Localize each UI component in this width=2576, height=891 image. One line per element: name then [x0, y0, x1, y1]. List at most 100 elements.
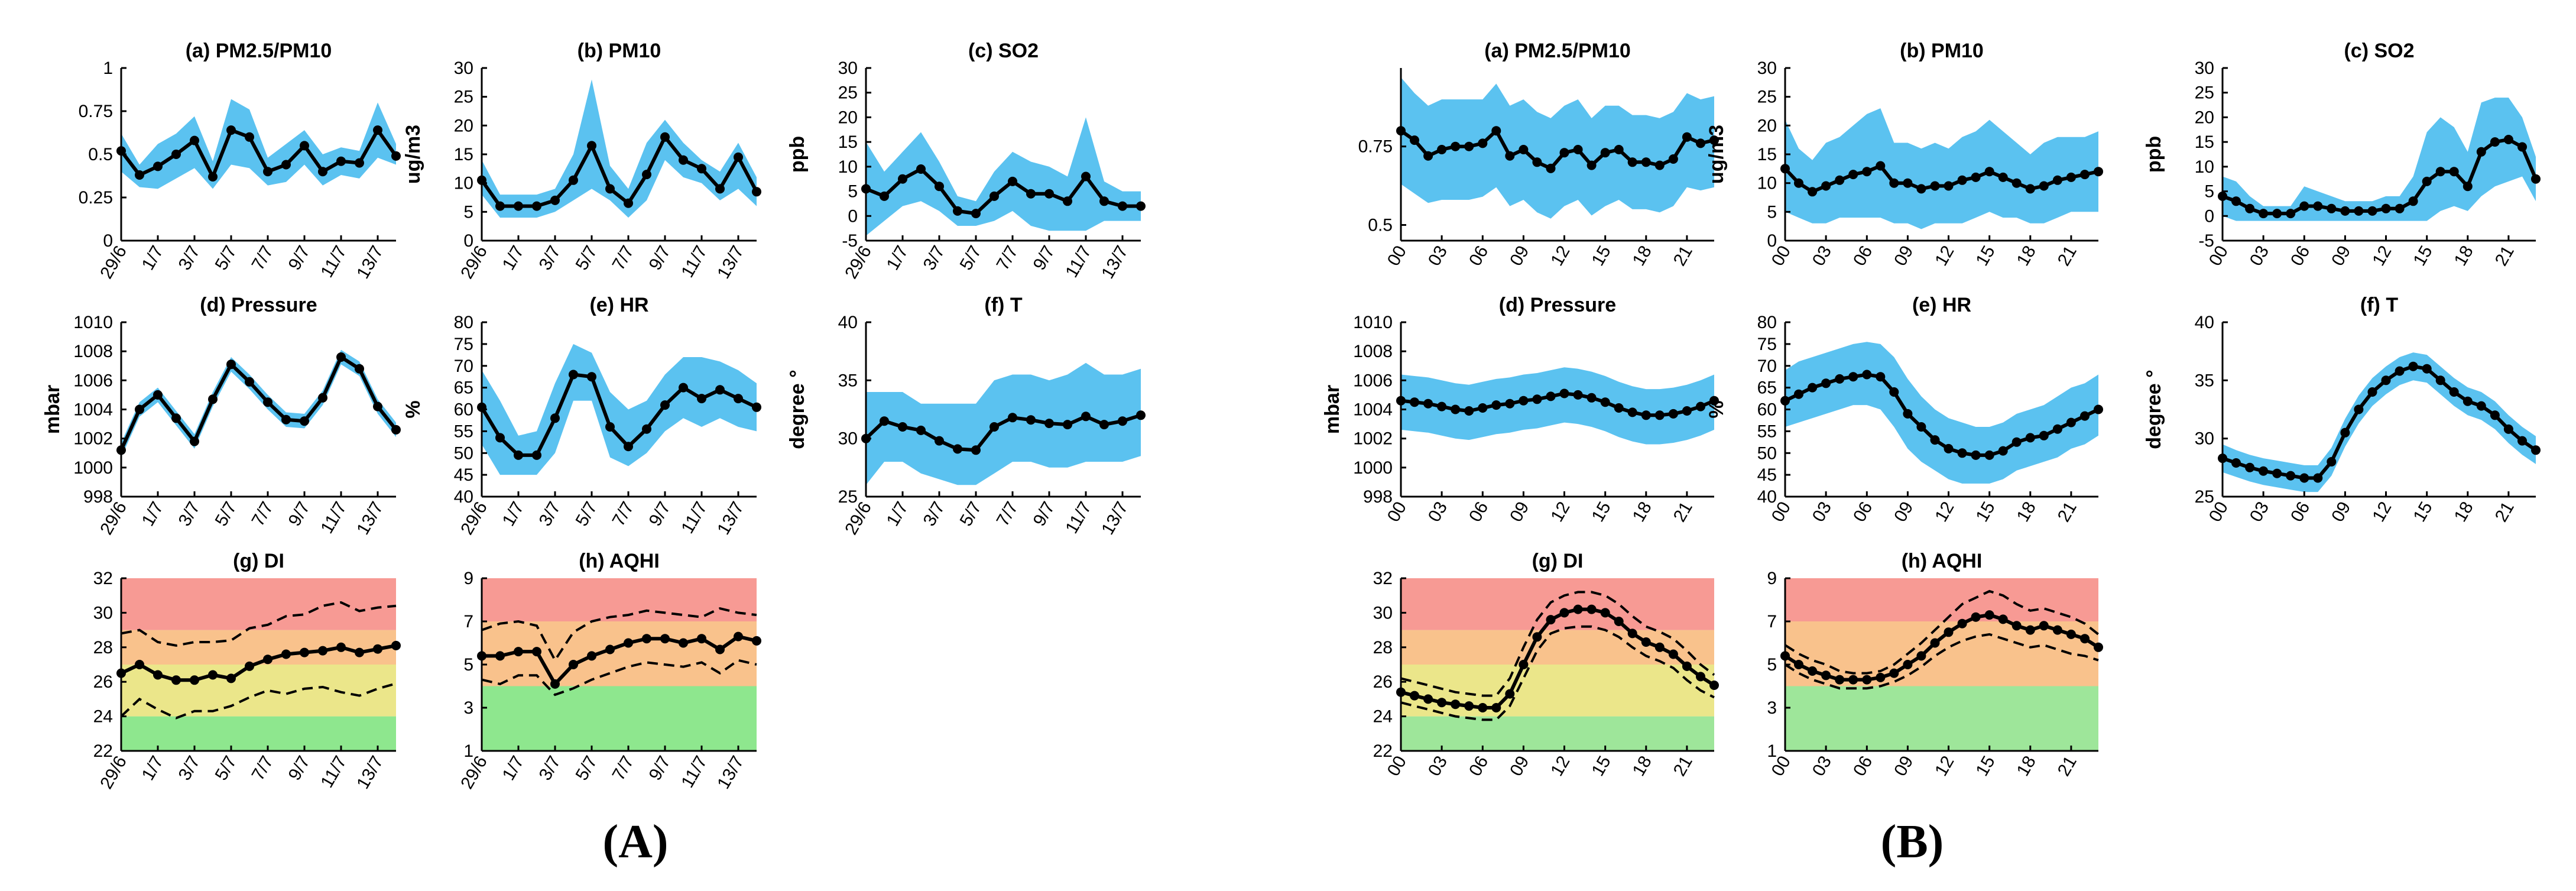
chart-b-g-zone-3 [1401, 578, 1714, 630]
chart-b-b-point-4 [1835, 175, 1845, 185]
chart-a-a-ytick-label-1: 0.25 [79, 188, 113, 208]
chart-b-e-point-1 [1794, 389, 1803, 399]
chart-a-c-point-15 [1136, 201, 1146, 211]
chart-a-h-point-5 [569, 660, 578, 669]
chart-a-g-ytick-label-0: 22 [93, 741, 113, 761]
chart-b-a-point-20 [1668, 154, 1678, 164]
chart-b-b-point-20 [2052, 175, 2062, 185]
chart-b-g-point-17 [1627, 628, 1637, 639]
chart-b-c-point-10 [2354, 206, 2364, 216]
chart-a-d-ytick-label-0: 998 [83, 487, 113, 507]
chart-a-f-point-1 [880, 416, 889, 426]
chart-b-b-point-14 [1971, 172, 1981, 182]
chart-b-b-point-7 [1876, 161, 1886, 171]
chart-a-g-point-7 [245, 661, 254, 671]
chart-b-b-xtick-label-5: 15 [1972, 242, 1998, 269]
chart-a-g-point-10 [300, 647, 309, 657]
chart-b-g-ytick-label-1: 24 [1373, 707, 1393, 727]
chart-b-c-xtick-label-1: 03 [2246, 242, 2273, 269]
chart-b-f-xtick-label-7: 21 [2491, 498, 2518, 525]
chart-b-g-xtick-label-1: 03 [1425, 753, 1451, 779]
chart-a-c-ylabel: ppb [786, 136, 809, 173]
chart-a-h-xtick-label-1: 1/7 [499, 753, 528, 784]
chart-a-c-point-12 [1081, 171, 1091, 182]
chart-a-d-xtick-label-1: 1/7 [138, 498, 167, 530]
chart-b-h-point-11 [1930, 638, 1940, 648]
chart-b-c-point-5 [2286, 209, 2296, 219]
chart-b-d-point-13 [1573, 390, 1583, 400]
chart-b-a-xtick-label-1: 03 [1425, 242, 1451, 269]
chart-b-c-point-19 [2476, 147, 2486, 157]
chart-a-a-point-1 [135, 170, 144, 180]
chart-b-a-band [1401, 77, 1714, 219]
chart-a-e-band [482, 344, 757, 475]
chart-b-d-point-7 [1491, 400, 1501, 410]
chart-a-h-xtick-label-3: 5/7 [572, 753, 601, 784]
chart-a-b-point-6 [587, 141, 596, 151]
chart-a-g-point-5 [208, 670, 218, 680]
chart-a-e-point-4 [550, 413, 560, 423]
chart-b-a-point-13 [1573, 145, 1583, 154]
chart-a-a-ytick-label-2: 0.5 [88, 145, 113, 164]
chart-a-h-point-7 [605, 644, 615, 655]
chart-b-c-ytick-label-2: 5 [2204, 182, 2214, 202]
chart-a-h-xtick-label-7: 13/7 [713, 753, 748, 792]
chart-b-e-point-18 [2025, 433, 2035, 443]
chart-b-d-point-10 [1532, 394, 1542, 404]
chart-a-d-point-10 [300, 416, 309, 426]
chart-b-g-zone-0 [1401, 716, 1714, 751]
chart-a-h-point-10 [660, 634, 670, 644]
chart-b-h-point-23 [2094, 642, 2103, 652]
chart-a-a-point-10 [300, 141, 309, 151]
chart-b-e-ytick-label-7: 75 [1757, 335, 1777, 354]
chart-b-a: 0.5 0.75 00 03 06 09 12 15 18 21 (a) PM2.5/PM10 [1358, 40, 1719, 269]
chart-b-c-point-7 [2313, 201, 2323, 211]
chart-a-a-point-12 [336, 156, 346, 166]
chart-b-c-ytick-label-7: 30 [2195, 59, 2214, 78]
chart-a-g-point-13 [355, 647, 364, 657]
chart-b-c-ylabel: ppb [2143, 136, 2165, 173]
chart-a-g-ytick-label-2: 26 [93, 672, 113, 692]
chart-b-c-point-18 [2463, 182, 2473, 192]
chart-b-e-point-20 [2052, 424, 2062, 434]
chart-b-h-point-2 [1808, 666, 1818, 676]
chart-b-f-title: (f) T [2360, 294, 2398, 316]
chart-a-h: 1 3 5 7 9 29/6 1/7 3/7 5/7 7/7 9/7 11/7 13/7 (h) AQHI [457, 550, 761, 792]
chart-b-g-xtick-label-4: 12 [1547, 753, 1573, 779]
chart-a-e-point-1 [495, 433, 505, 443]
chart-a-c-point-5 [953, 206, 962, 216]
chart-a-b-point-15 [752, 187, 761, 197]
chart-b-h-point-17 [2012, 621, 2022, 631]
chart-b-g-point-20 [1668, 649, 1678, 659]
chart-b-e-ylabel: % [1705, 400, 1728, 418]
chart-b-f-xtick-label-5: 15 [2409, 498, 2436, 525]
chart-a-d-point-14 [373, 401, 382, 412]
chart-b-f-point-18 [2463, 396, 2473, 406]
chart-b-d-xtick-label-6: 18 [1629, 498, 1656, 525]
chart-b-a-point-23 [1709, 135, 1719, 145]
chart-b-d-point-1 [1410, 397, 1419, 407]
chart-b-e-xtick-label-6: 18 [2013, 498, 2040, 525]
chart-b-b-xtick-label-3: 09 [1890, 242, 1917, 269]
panel-label-b: (B) [1881, 816, 1944, 868]
chart-a-e-ytick-label-7: 75 [454, 335, 473, 354]
chart-a-g-upper-bound [121, 601, 397, 647]
chart-b-d-ytick-label-2: 1002 [1353, 429, 1393, 449]
chart-b-g-point-4 [1451, 699, 1461, 709]
chart-a-a-xtick-label-3: 5/7 [212, 242, 241, 274]
chart-a-b-xtick-label-1: 1/7 [499, 242, 528, 274]
chart-b-e-point-7 [1876, 372, 1886, 382]
chart-b-h-point-6 [1862, 675, 1872, 685]
chart-b-b-ytick-label-5: 25 [1757, 88, 1777, 107]
chart-a-a-point-11 [318, 167, 327, 177]
chart-b-g-point-7 [1491, 703, 1501, 712]
chart-b-g-point-11 [1546, 615, 1556, 625]
chart-b-f-xtick-label-4: 12 [2369, 498, 2395, 525]
chart-b-g-point-12 [1559, 608, 1569, 618]
chart-b-c-point-1 [2231, 196, 2241, 206]
chart-b-h-zone-2 [1785, 578, 2098, 621]
chart-b-f-point-10 [2354, 404, 2364, 414]
chart-b-e-xtick-label-7: 21 [2054, 498, 2081, 525]
chart-b-f-point-14 [2408, 361, 2418, 371]
